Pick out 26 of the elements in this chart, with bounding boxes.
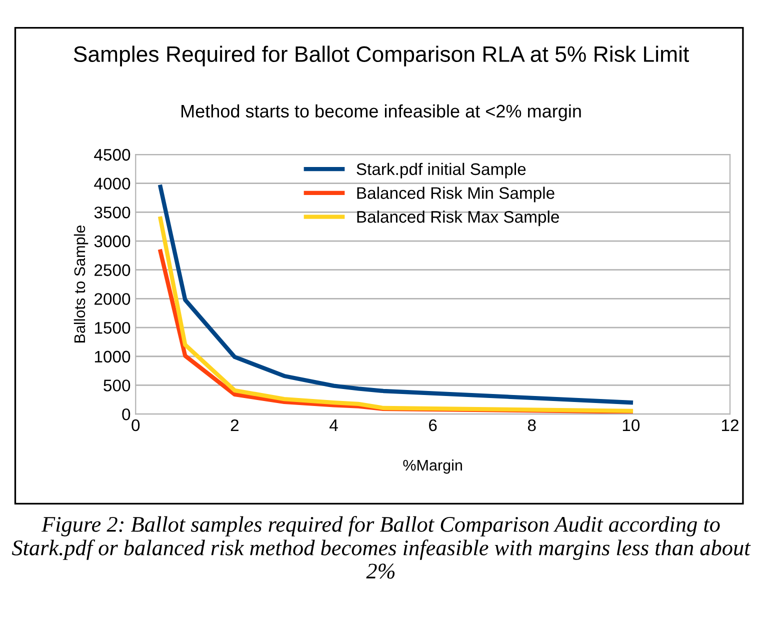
legend-label: Stark.pdf initial Sample [356,162,526,178]
chart-title: Samples Required for Ballot Comparison RLA at 5% Risk Limit [74,46,690,66]
x-tick-label: 0 [132,419,140,432]
line-series [158,184,634,405]
y-tick-label: 2500 [94,264,130,276]
y-tick-label: 4000 [94,178,130,190]
y-tick-label: 3000 [94,235,130,248]
caption: Figure 2: Ballot samples required for Ballot Comparison Audit according to Stark.pdf or balanced risk method becomes infeasible with margins less than about 2% [12,516,751,579]
y-tick-label: 1000 [94,350,130,363]
y-axis-title: Ballots to Sample [74,226,88,342]
x-axis-title: %Margin [403,459,462,474]
x-tick-label: 2 [230,419,238,431]
x-tick-label: 10 [622,419,640,432]
legend-label: Balanced Risk Min Sample [357,186,554,202]
x-tick-label: 4 [330,420,338,431]
y-tick-label: 1500 [94,322,130,334]
x-tick-label: 12 [722,419,738,431]
y-tick-label: 4500 [94,148,130,161]
y-tick-label: 2000 [94,293,130,305]
x-tick-label: 8 [528,419,536,432]
x-tick-label: 6 [429,419,437,432]
y-tick-label: 3500 [94,206,130,218]
chart-subtitle: Method starts to become infeasible at <2% margin [182,104,581,122]
y-tick-label: 0 [122,408,130,420]
y-tick-label: 500 [104,380,130,392]
legend-label: Balanced Risk Max Sample [357,210,559,226]
